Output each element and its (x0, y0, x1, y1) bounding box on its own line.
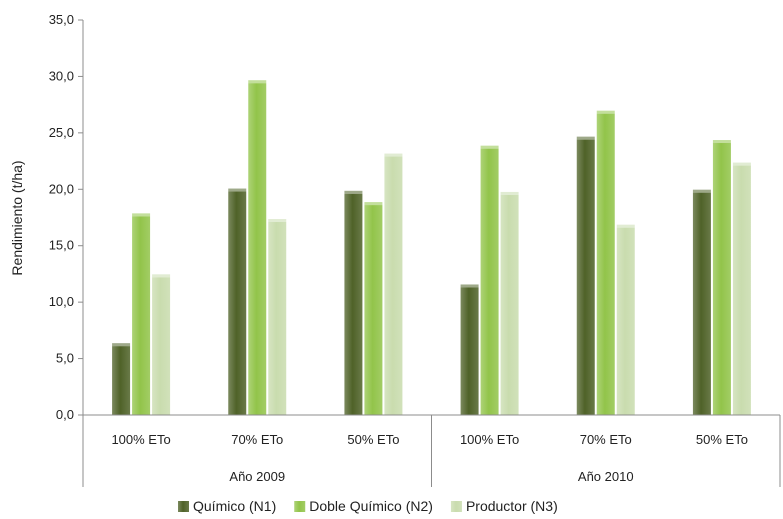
bar-top (732, 162, 751, 166)
y-axis-title: Rendimiento (t/ha) (9, 160, 25, 275)
bar (616, 224, 635, 415)
bar (344, 190, 363, 415)
x-axis: Año 2009 Año 2010 100% ETo 70% ETo 50% ETo 10… (82, 414, 781, 487)
bar-top (384, 153, 403, 157)
bar (712, 140, 731, 415)
bar-body (152, 277, 171, 415)
bar (460, 284, 479, 415)
y-tick-label: 20,0 (49, 181, 74, 196)
x-tick-label: 70% ETo (580, 432, 632, 447)
x-tick-label: 70% ETo (231, 432, 283, 447)
legend-label: Químico (N1) (193, 498, 276, 514)
legend-swatch (450, 501, 462, 512)
bar-top (112, 343, 131, 347)
bar-body (692, 192, 711, 415)
legend-item: Doble Químico (N2) (294, 498, 433, 514)
group-label: Año 2010 (578, 469, 634, 484)
y-tick-label: 10,0 (49, 294, 74, 309)
bar (152, 274, 171, 415)
bar-body (460, 287, 479, 415)
bar-body (576, 139, 595, 415)
bar-top (344, 190, 363, 194)
bar (364, 202, 383, 415)
bar-top (576, 136, 595, 140)
bar-top (460, 284, 479, 288)
legend-label: Productor (N3) (466, 498, 558, 514)
bar-top (500, 191, 519, 195)
y-tick-label: 0,0 (56, 407, 74, 422)
x-tick-label: 50% ETo (696, 432, 748, 447)
x-tick-label: 100% ETo (460, 432, 519, 447)
bar-top (616, 224, 635, 228)
y-tick-label: 5,0 (56, 351, 74, 366)
bar (500, 191, 519, 415)
bar-body (132, 216, 151, 415)
bar (596, 110, 615, 416)
bar-body (596, 113, 615, 416)
legend-swatch (178, 501, 189, 512)
legend: Químico (N1) Doble Químico (N2) Productor … (178, 498, 558, 514)
bar-top (692, 189, 711, 193)
bar-body (344, 193, 363, 415)
bar-body (248, 83, 267, 415)
bar (112, 343, 131, 415)
bar-top (712, 140, 731, 144)
bar-body (228, 191, 247, 415)
bar-body (112, 346, 131, 415)
bar-body (712, 143, 731, 415)
bar (692, 189, 711, 415)
bar (228, 188, 247, 415)
y-tick-label: 30,0 (49, 68, 74, 83)
y-tick-label: 15,0 (49, 238, 74, 253)
bar-top (268, 219, 287, 223)
bar-body (616, 227, 635, 415)
bars (112, 80, 751, 416)
bar-top (152, 274, 171, 278)
y-axis: 0,0 5,0 10,0 15,0 20,0 25,0 30,0 35,0 (49, 12, 84, 422)
bar-body (500, 194, 519, 415)
bar-top (364, 202, 383, 206)
legend-item: Químico (N1) (178, 498, 276, 514)
bar-body (732, 165, 751, 415)
bar-body (384, 156, 403, 416)
legend-item: Productor (N3) (450, 498, 558, 514)
group-label: Año 2009 (229, 469, 285, 484)
bar (480, 145, 499, 415)
bar-top (132, 213, 151, 217)
bar-top (248, 80, 267, 84)
y-tick-label: 25,0 (49, 125, 74, 140)
bar (576, 136, 595, 415)
bar-body (480, 148, 499, 415)
x-tick-label: 50% ETo (347, 432, 399, 447)
legend-label: Doble Químico (N2) (309, 498, 433, 514)
bar-top (480, 145, 499, 149)
bar-body (268, 222, 287, 415)
x-tick-label: 100% ETo (111, 432, 170, 447)
bar-body (364, 205, 383, 415)
bar (732, 162, 751, 415)
bar (384, 153, 403, 416)
bar-top (596, 110, 615, 114)
bar (248, 80, 267, 415)
legend-swatch (294, 501, 306, 512)
bar (132, 213, 151, 415)
y-tick-label: 35,0 (49, 12, 74, 27)
bar (268, 219, 287, 415)
bar-top (228, 188, 247, 192)
